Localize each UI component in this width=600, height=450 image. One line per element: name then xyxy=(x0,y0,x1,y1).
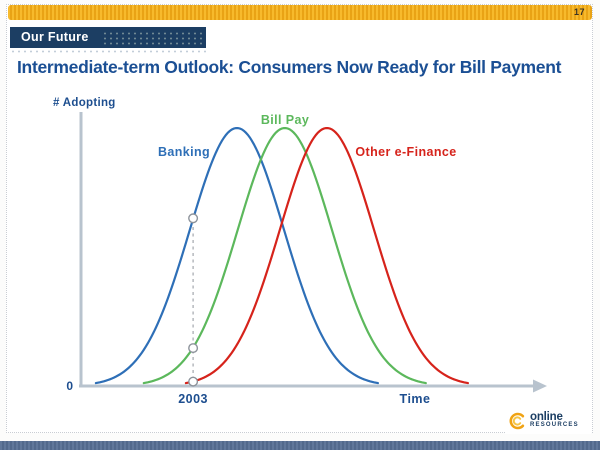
logo-subname: RESOURCES xyxy=(530,422,579,428)
bill-pay-label: Bill Pay xyxy=(261,113,309,127)
reference-group xyxy=(188,213,199,387)
other-e-finance-curve xyxy=(184,127,469,385)
banking-curve xyxy=(94,127,379,385)
x-axis-arrow-icon xyxy=(533,379,547,393)
x-axis-label: Time xyxy=(400,392,431,406)
reference-marker-other-e-finance xyxy=(188,376,199,387)
reference-marker-banking xyxy=(188,213,199,224)
badge-dot-strip xyxy=(10,49,206,55)
slide-title: Intermediate-term Outlook: Consumers Now… xyxy=(17,57,562,77)
top-accent-bar: 17 xyxy=(8,5,592,20)
section-badge: Our Future xyxy=(10,27,206,48)
bill-pay-curve xyxy=(142,127,427,385)
badge-dot-texture xyxy=(102,31,202,45)
origin-label: 0 xyxy=(66,379,73,393)
y-axis-label: # Adopting xyxy=(53,97,116,109)
x-tick-2003: 2003 xyxy=(178,392,208,406)
curves-group xyxy=(94,127,469,385)
logo-name: online xyxy=(530,411,563,423)
banking-label: Banking xyxy=(158,145,210,159)
company-logo: online RESOURCES xyxy=(505,407,591,434)
series-labels-group: Banking Bill Pay Other e-Finance xyxy=(158,113,456,159)
adoption-chart: # Adopting Banking Bill Pay Other e-Financ… xyxy=(53,97,547,406)
other-e-finance-label: Other e-Finance xyxy=(355,145,456,159)
bottom-accent-bar xyxy=(0,441,600,450)
reference-marker-bill-pay xyxy=(188,343,199,354)
slide-frame xyxy=(6,4,593,433)
section-badge-label: Our Future xyxy=(21,30,89,44)
logo-swirl-icon xyxy=(509,412,525,429)
page-number: 17 xyxy=(573,7,585,17)
